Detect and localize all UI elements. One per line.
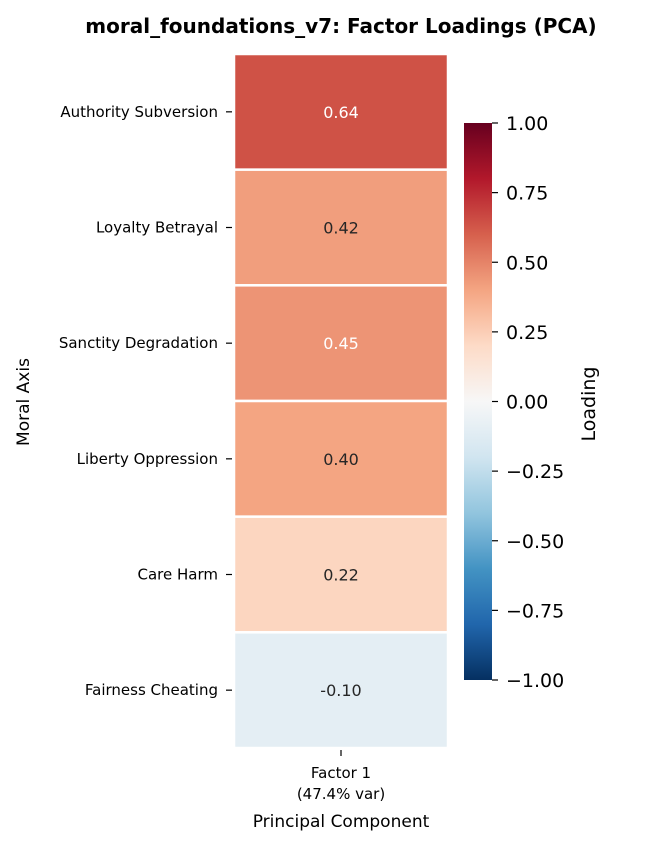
y-tick-label: Fairness Cheating <box>85 681 218 699</box>
heatmap-cell <box>232 284 450 403</box>
cell-value-label: 0.45 <box>323 334 359 353</box>
colorbar-tick-label: −0.25 <box>506 461 564 483</box>
colorbar-tick-label: −1.00 <box>506 670 564 692</box>
y-tick-label: Authority Subversion <box>60 103 218 121</box>
cell-value-label: 0.64 <box>323 103 359 122</box>
chart-title: moral_foundations_v7: Factor Loadings (P… <box>85 14 596 38</box>
y-axis: Authority Subversion Loyalty Betrayal Sanc… <box>59 103 232 699</box>
y-tick-label: Care Harm <box>138 566 219 584</box>
y-tick-label: Liberty Oppression <box>77 450 218 468</box>
heatmap-cell <box>232 52 450 171</box>
colorbar-tick-label: −0.50 <box>506 531 564 553</box>
colorbar-label: Loading <box>578 367 600 442</box>
x-tick-label: Factor 1 <box>311 764 371 782</box>
cell-value-label: 0.40 <box>323 450 359 469</box>
cell-value-label: 0.42 <box>323 219 359 238</box>
colorbar-tick-label: 0.00 <box>506 392 548 414</box>
heatmap-cell <box>232 631 450 750</box>
x-axis: Factor 1 (47.4% var) <box>297 750 385 803</box>
colorbar-tick-label: 0.75 <box>506 183 548 205</box>
colorbar-tick-label: 0.50 <box>506 252 548 274</box>
cell-value-label: 0.22 <box>323 566 359 585</box>
x-axis-label: Principal Component <box>253 812 430 832</box>
colorbar-tick-label: −0.75 <box>506 600 564 622</box>
y-tick-label: Loyalty Betrayal <box>96 219 218 237</box>
heatmap-cell <box>232 399 450 518</box>
x-tick-sublabel: (47.4% var) <box>297 785 385 803</box>
colorbar-gradient <box>464 123 492 680</box>
cell-value-label: -0.10 <box>320 681 361 700</box>
heatmap-cell <box>232 168 450 287</box>
heatmap-cells: 0.64 0.42 0.45 0.40 0.22 -0.10 <box>232 52 450 750</box>
colorbar-tick-label: 1.00 <box>506 113 548 135</box>
y-axis-label: Moral Axis <box>14 358 34 446</box>
colorbar: 1.00 0.75 0.50 0.25 0.00 −0.25 −0.50 −0.75 −1.00 <box>464 113 564 692</box>
y-tick-label: Sanctity Degradation <box>59 334 218 352</box>
colorbar-tick-label: 0.25 <box>506 322 548 344</box>
